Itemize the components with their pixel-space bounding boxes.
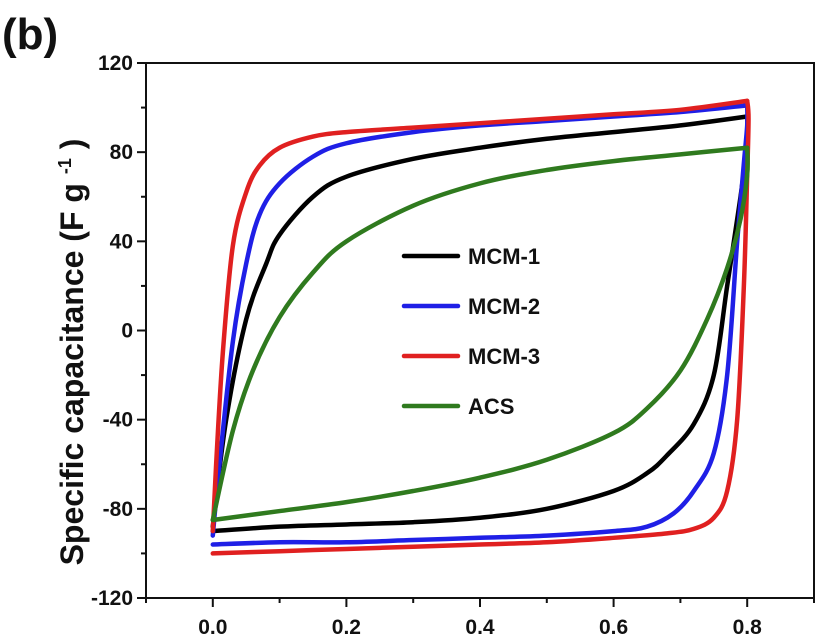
legend-label: MCM-2 <box>468 294 540 319</box>
series-mcm-1-discharge-curve <box>210 114 750 534</box>
x-tick-label: 0.4 <box>465 616 495 639</box>
series-mcm-3-discharge-curve <box>210 98 751 556</box>
series-layer <box>210 98 751 556</box>
y-axis-label-close: ) <box>54 139 90 150</box>
series-mcm-2-discharge-curve <box>210 103 750 547</box>
legend-label: ACS <box>468 394 514 419</box>
legend-label: MCM-3 <box>468 344 540 369</box>
x-tick-label: 0.0 <box>198 616 227 639</box>
y-axis-label-main: Specific capacitance (F g <box>54 183 90 565</box>
series-mcm-1-charge-curve <box>210 114 750 529</box>
x-tick-label: 0.6 <box>599 616 628 639</box>
y-tick-label: 40 <box>110 230 133 253</box>
y-axis-label: Specific capacitance (F g -1 ) <box>42 139 90 566</box>
y-axis-label-superscript: -1 <box>55 158 75 174</box>
y-tick-label: 120 <box>98 52 133 75</box>
x-tick-label: 0.8 <box>733 616 763 639</box>
legend: MCM-1 MCM-2 MCM-3 ACS <box>401 244 540 419</box>
y-tick-label: -120 <box>91 587 133 610</box>
y-tick-label: -80 <box>103 498 133 521</box>
series-acs-discharge-curve <box>210 145 750 523</box>
legend-label: MCM-1 <box>468 244 540 269</box>
axes-layer: 0.0 0.2 0.4 0.6 0.8 -120 -80 -40 0 40 80 120 <box>91 52 815 639</box>
series-mcm-2-charge-curve <box>210 103 750 538</box>
y-tick-label: 0 <box>121 320 133 343</box>
x-tick-label: 0.2 <box>332 616 361 639</box>
series-acs-charge-curve <box>210 145 750 523</box>
series-mcm-3-charge-curve <box>210 98 750 534</box>
y-tick-label: 80 <box>110 141 133 164</box>
panel-label: (b) <box>2 10 58 59</box>
y-tick-label: -40 <box>103 409 133 432</box>
